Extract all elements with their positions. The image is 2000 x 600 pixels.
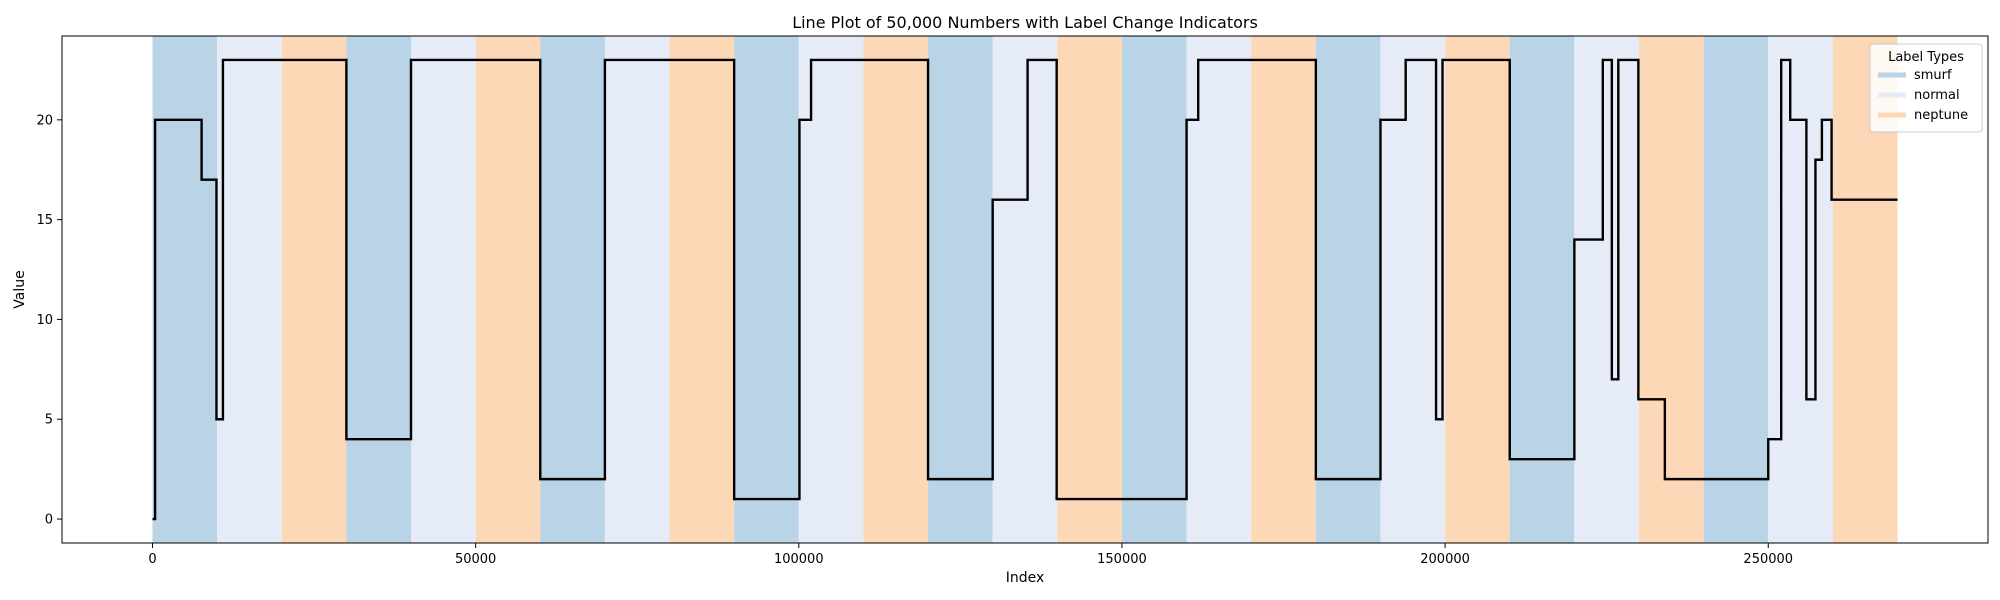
band-neptune (669, 36, 735, 543)
band-normal (798, 36, 864, 543)
legend-label-normal: normal (1914, 88, 1960, 103)
legend-title: Label Types (1888, 50, 1964, 65)
band-neptune (1251, 36, 1316, 543)
y-tick-label: 10 (36, 313, 53, 328)
band-neptune (1638, 36, 1704, 543)
band-neptune (863, 36, 929, 543)
band-normal (1186, 36, 1252, 543)
band-smurf (734, 36, 799, 543)
x-axis: 0 50000 100000 150000 200000 250000 (148, 543, 1793, 567)
plot-frame (61, 35, 1989, 544)
y-tick-label: 15 (36, 213, 53, 228)
label-bands (152, 36, 1898, 543)
y-tick-label: 20 (36, 113, 53, 128)
legend-label-smurf: smurf (1914, 68, 1952, 83)
band-neptune (281, 36, 347, 543)
x-tick-label: 100000 (774, 552, 824, 567)
band-normal (217, 36, 282, 543)
band-normal (1768, 36, 1833, 543)
y-axis: 0 5 10 15 20 (36, 113, 62, 528)
x-tick-label: 0 (148, 552, 156, 567)
band-neptune (475, 36, 541, 543)
x-axis-label: Index (1006, 570, 1045, 586)
series-line-layer (152, 58, 1898, 521)
legend-label-neptune: neptune (1914, 108, 1968, 123)
band-smurf (1703, 36, 1769, 543)
x-tick-label: 200000 (1420, 552, 1470, 567)
band-neptune (1445, 36, 1510, 543)
series-line-0 (152, 58, 1898, 521)
band-smurf (1315, 36, 1381, 543)
y-tick-label: 5 (45, 413, 53, 428)
band-neptune (1057, 36, 1122, 543)
band-smurf (346, 36, 412, 543)
y-tick-label: 0 (45, 513, 53, 528)
band-normal (1574, 36, 1639, 543)
band-normal (604, 36, 670, 543)
band-normal (992, 36, 1058, 543)
chart-title: Line Plot of 50,000 Numbers with Label C… (792, 13, 1258, 32)
x-tick-label: 250000 (1743, 552, 1793, 567)
x-tick-label: 150000 (1097, 552, 1147, 567)
band-smurf (1121, 36, 1187, 543)
band-smurf (928, 36, 993, 543)
band-smurf (152, 36, 218, 543)
x-tick-label: 50000 (455, 552, 496, 567)
band-smurf (540, 36, 605, 543)
band-normal (411, 36, 476, 543)
band-smurf (1509, 36, 1575, 543)
legend: Label Types smurf normal neptune (1869, 43, 1983, 133)
legend-box (1869, 43, 1983, 133)
y-axis-label: Value (12, 270, 28, 308)
